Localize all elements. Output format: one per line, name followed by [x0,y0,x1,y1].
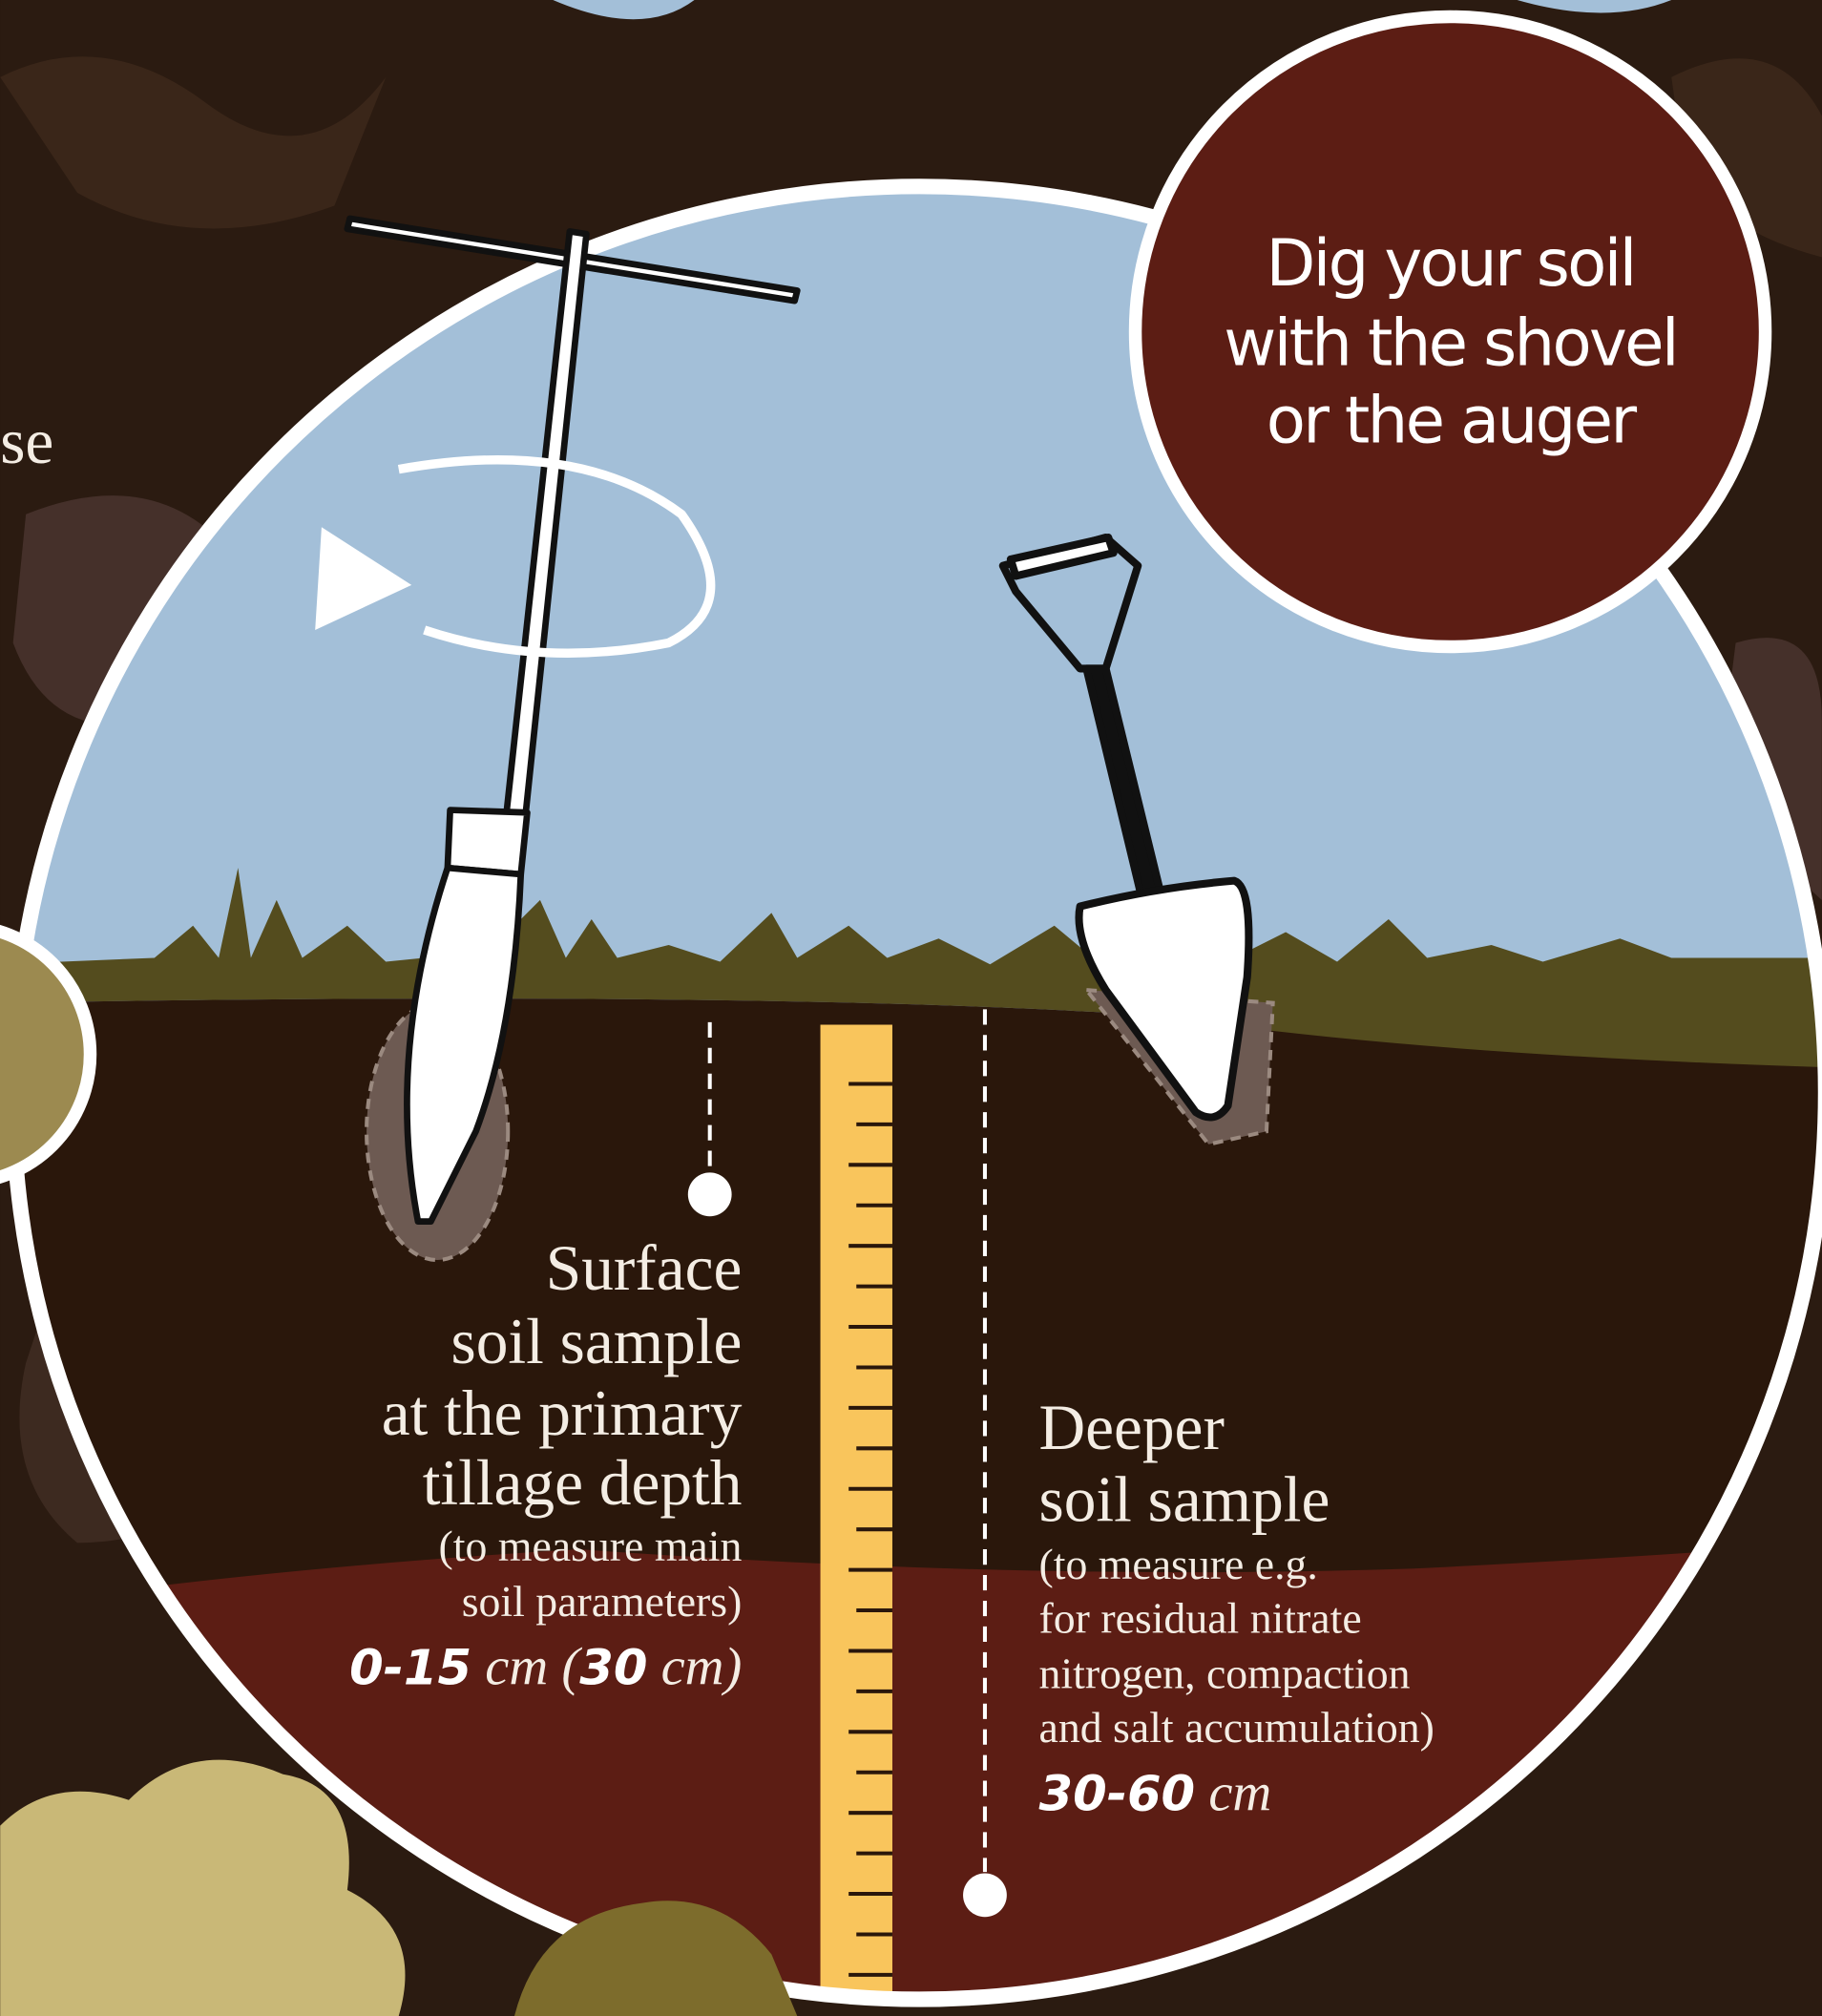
surface-note: soil parameters) [462,1577,743,1626]
deeper-title: Deeper [1039,1392,1225,1463]
surface-title: at the primary [382,1377,743,1449]
surface-title: tillage depth [423,1447,743,1519]
deeper-title: soil sample [1039,1463,1330,1535]
marker-dot [688,1172,732,1216]
surface-title: soil sample [451,1306,743,1377]
surface-note: (to measure main [439,1522,743,1570]
left-fragment: se [0,406,53,477]
callout-line: or the auger [1267,382,1638,457]
page: {"left_fragment":"se", "callout":{"lines… [0,0,1822,2016]
depth-number: 30-60 [1039,1765,1196,1822]
deeper-note: nitrogen, compaction [1039,1649,1411,1698]
depth-unit: cm ( [471,1637,582,1696]
deeper-note: for residual nitrate [1039,1594,1362,1643]
marker-dot [963,1873,1007,1917]
depth-unit: cm) [647,1637,742,1696]
depth-unit: cm [1195,1763,1271,1822]
surface-depth: 0-15 cm (30 cm) [349,1637,742,1696]
surface-title: Surface [546,1232,743,1304]
callout-text: Dig your soil with the shovel or the aug… [1224,225,1677,457]
illustration: se Dig your soil with the shovel or the … [0,0,1822,2016]
depth-number: 0-15 [349,1639,471,1696]
depth-number: 30 [579,1639,647,1696]
deeper-note: (to measure e.g. [1039,1540,1318,1588]
callout-line: Dig your soil [1266,225,1634,301]
deeper-note: and salt accumulation) [1039,1703,1435,1752]
callout-line: with the shovel [1224,305,1677,381]
deeper-depth: 30-60 cm [1039,1763,1272,1822]
